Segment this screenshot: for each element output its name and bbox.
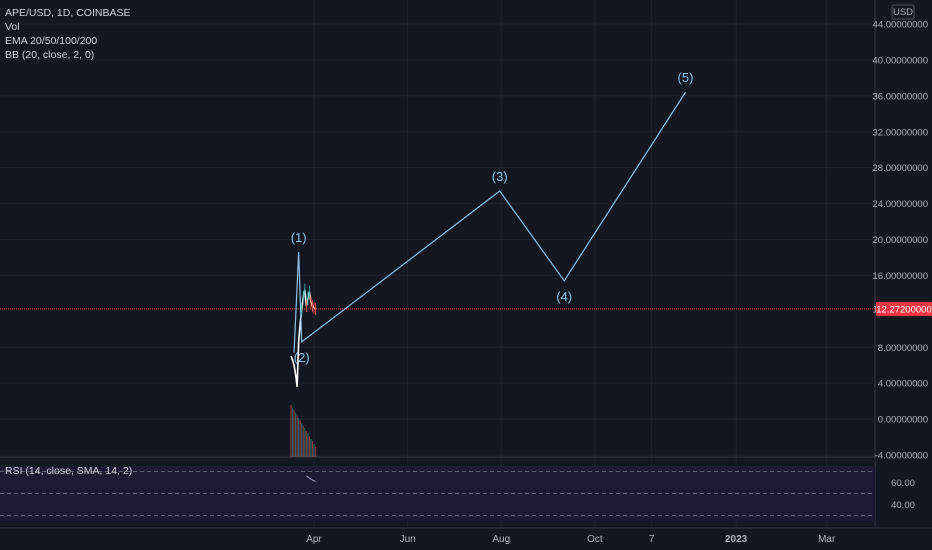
price-tick-label: 4.00000000	[878, 379, 928, 390]
volume-bar	[291, 407, 294, 457]
price-tick-label: 36.00000000	[873, 91, 928, 102]
last-price-value: 12.27200000	[876, 304, 931, 315]
vol-legend[interactable]: Vol	[5, 21, 20, 33]
volume-bar	[293, 410, 295, 457]
time-tick-label: Jun	[400, 534, 416, 545]
volume-layer	[290, 405, 317, 457]
grid-layer	[0, 0, 875, 528]
time-tick-label: 2023	[725, 534, 748, 545]
volume-bar	[304, 428, 306, 457]
last-price-badge: 12.27200000	[876, 301, 932, 316]
volume-bar	[305, 431, 307, 457]
wave-line	[293, 91, 686, 353]
time-tick-label: Apr	[306, 534, 322, 545]
rsi-tick-label: 40.00	[891, 500, 915, 511]
volume-bar	[310, 438, 312, 457]
rsi-line	[306, 475, 316, 482]
bb-legend[interactable]: BB (20, close, 2, 0)	[5, 49, 95, 61]
time-axis[interactable]: Apr Jun Aug Oct 7 2023 Mar	[306, 534, 836, 545]
volume-bar	[299, 420, 301, 457]
currency-box	[891, 4, 915, 20]
wave-layer[interactable]: (1) (2) (3) (4) (5)	[291, 70, 694, 365]
price-tick-label: 0.00000000	[878, 415, 928, 426]
rsi-tick-label: 60.00	[891, 478, 915, 489]
price-tick-label: 16.00000000	[873, 271, 928, 282]
rsi-layer: 60.00 40.00	[0, 471, 915, 516]
volume-bar	[296, 415, 298, 457]
chart-legend: APE/USD, 1D, COINBASE Vol EMA 20/50/100/…	[5, 6, 130, 62]
price-tick-label: -4.00000000	[875, 451, 928, 462]
volume-bar	[307, 433, 309, 457]
wave-label: (2)	[294, 350, 310, 365]
volume-bar	[298, 418, 300, 457]
time-tick-label: Oct	[587, 534, 603, 545]
symbol-legend[interactable]: APE/USD, 1D, COINBASE	[5, 7, 131, 19]
wave-label: (1)	[291, 230, 307, 245]
volume-bar	[294, 412, 297, 457]
price-tick-label: 32.00000000	[873, 127, 928, 138]
time-tick-label: Mar	[818, 534, 836, 545]
volume-bar	[314, 446, 317, 457]
wave-label: (3)	[492, 169, 508, 184]
volume-bar	[308, 436, 310, 457]
time-tick-label: 7	[649, 534, 655, 545]
price-tick-label: 20.00000000	[873, 235, 928, 246]
price-tick-label: 24.00000000	[873, 199, 928, 210]
volume-bar	[302, 425, 304, 457]
time-tick-label: Aug	[492, 534, 510, 545]
price-axis[interactable]: 44.00000000 40.00000000 36.00000000 32.0000…	[873, 20, 928, 462]
price-tick-label: 44.00000000	[873, 20, 928, 31]
rsi-legend[interactable]: RSI (14, close, SMA, 14, 2)	[5, 465, 133, 477]
price-tick-label: 28.00000000	[873, 163, 928, 174]
ema-legend[interactable]: EMA 20/50/100/200	[5, 35, 98, 47]
price-tick-label: 40.00000000	[873, 55, 928, 66]
price-tick-label: 8.00000000	[878, 343, 928, 354]
currency-label: USD	[893, 7, 913, 18]
volume-bar	[290, 405, 292, 457]
price-layer	[290, 283, 317, 387]
volume-bar	[311, 441, 314, 457]
wave-label: (5)	[678, 70, 694, 85]
volume-bar	[301, 423, 303, 457]
wave-label: (4)	[556, 289, 572, 304]
volume-bar	[313, 444, 315, 457]
